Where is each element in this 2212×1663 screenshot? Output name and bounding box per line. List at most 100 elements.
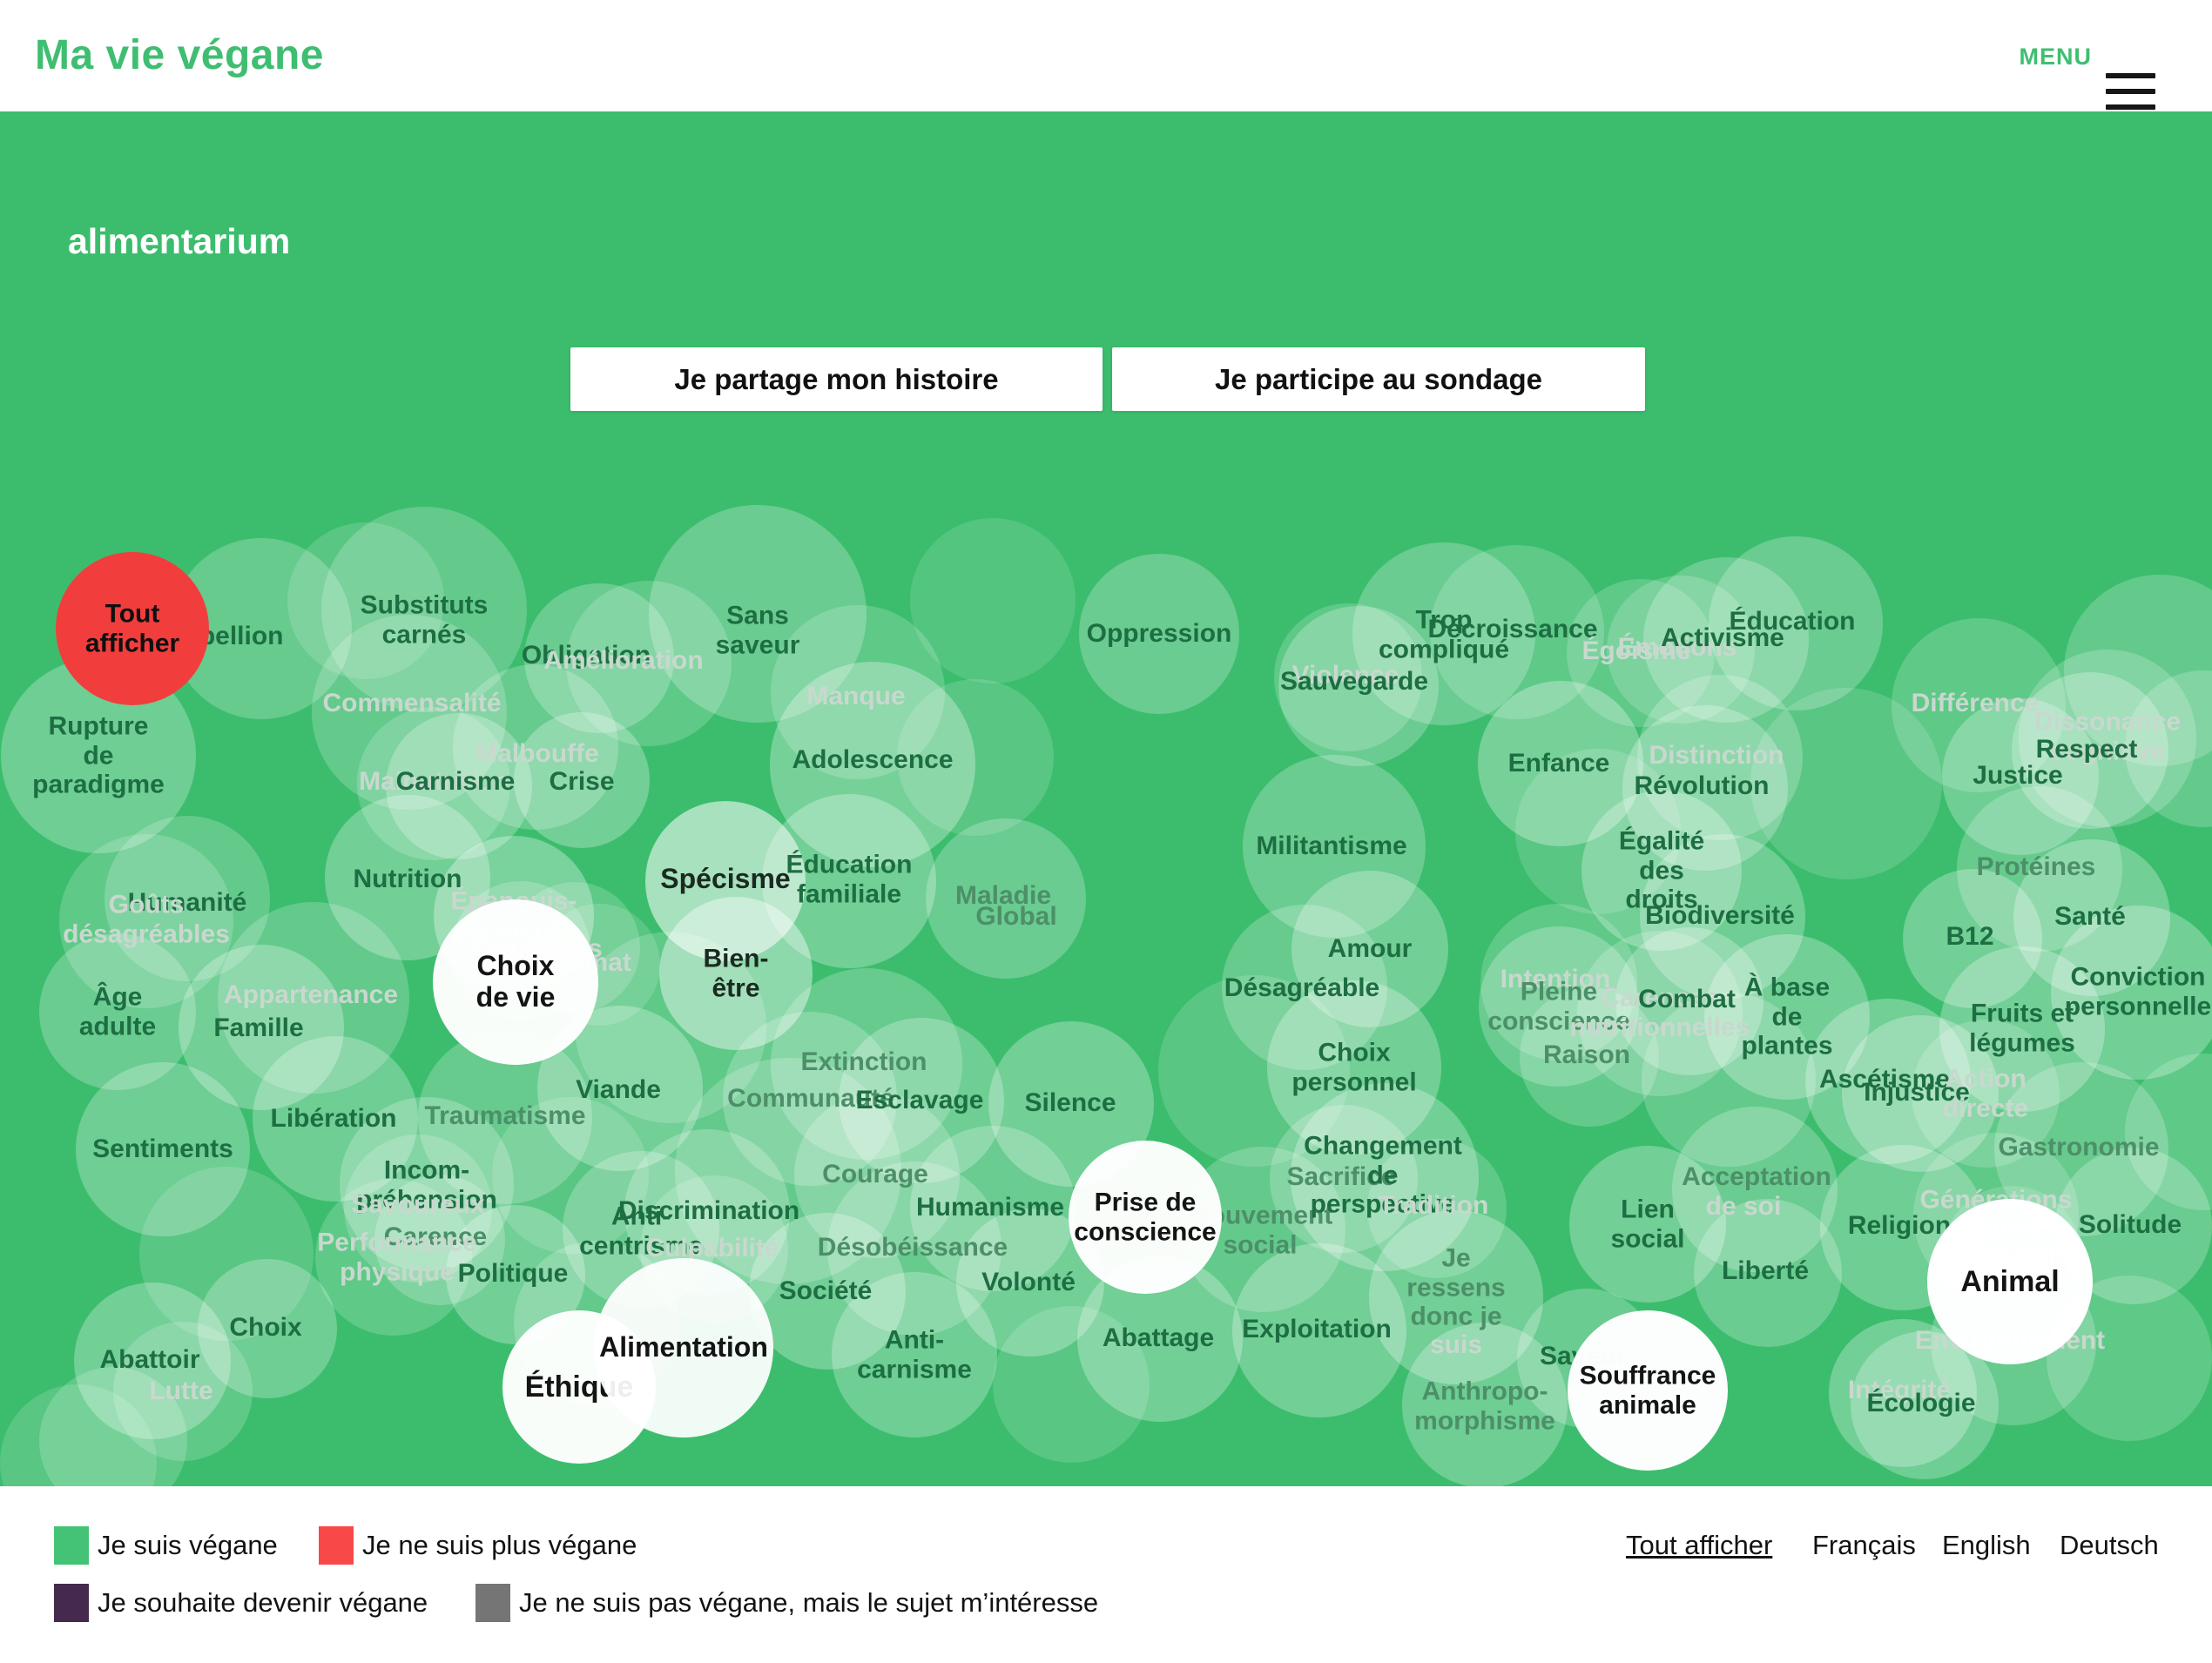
topic-bubble[interactable] xyxy=(1640,834,1805,1000)
lang-french-link[interactable]: Français xyxy=(1812,1530,1916,1560)
hamburger-menu-icon[interactable] xyxy=(2106,73,2155,110)
topic-bubble[interactable] xyxy=(723,1012,897,1186)
topic-bubble[interactable] xyxy=(1842,1015,1999,1172)
topic-bubble[interactable] xyxy=(832,1272,997,1437)
topic-bubble[interactable] xyxy=(514,712,650,848)
decor-bubble xyxy=(492,1097,649,1254)
topic-bubble[interactable] xyxy=(433,899,598,1065)
topic-bubble[interactable] xyxy=(1291,1083,1479,1271)
topic-bubble[interactable] xyxy=(749,1213,906,1370)
topic-bubble[interactable] xyxy=(910,1126,1076,1291)
topic-bubble[interactable] xyxy=(1480,904,1637,1060)
topic-bubble[interactable] xyxy=(1903,869,2042,1008)
topic-bubble[interactable] xyxy=(1222,905,1387,1070)
topic-bubble[interactable] xyxy=(1352,542,1535,725)
topic-bubble[interactable] xyxy=(1520,987,1659,1127)
topic-bubble[interactable] xyxy=(1232,1243,1406,1417)
topic-bubble[interactable] xyxy=(39,933,196,1090)
topic-bubble[interactable] xyxy=(344,1134,492,1283)
topic-bubble[interactable] xyxy=(315,1179,472,1336)
topic-bubble[interactable] xyxy=(1643,557,1809,723)
topic-bubble[interactable] xyxy=(1369,1210,1543,1384)
topic-bubble[interactable] xyxy=(771,605,945,779)
topic-bubble[interactable] xyxy=(1957,786,2122,952)
topic-bubble[interactable] xyxy=(1430,545,1604,719)
topic-bubble[interactable] xyxy=(659,897,813,1050)
topic-bubble[interactable] xyxy=(1079,554,1239,714)
topic-bubble[interactable] xyxy=(1478,681,1643,846)
topic-bubble[interactable] xyxy=(76,1062,250,1236)
lang-english-link[interactable]: English xyxy=(1942,1530,2031,1560)
topic-bubble[interactable] xyxy=(198,1259,337,1398)
topic-bubble[interactable] xyxy=(1479,926,1639,1087)
topic-bubble[interactable] xyxy=(1568,1310,1728,1471)
show-all-bubble[interactable] xyxy=(56,552,209,705)
topic-bubble[interactable] xyxy=(762,794,936,968)
topic-bubble[interactable] xyxy=(374,1175,505,1305)
menu-label[interactable]: MENU xyxy=(2019,44,2092,70)
topic-bubble[interactable] xyxy=(1704,934,1870,1100)
topic-bubble[interactable] xyxy=(1912,1020,2060,1168)
topic-bubble[interactable] xyxy=(1927,1199,2093,1364)
topic-bubble[interactable] xyxy=(839,1018,1004,1183)
topic-bubble[interactable] xyxy=(179,945,344,1110)
topic-bubble[interactable] xyxy=(113,1322,253,1461)
topic-bubble[interactable] xyxy=(827,1161,1001,1336)
topic-bubble[interactable] xyxy=(1577,931,1743,1096)
topic-bubble[interactable] xyxy=(1892,618,2066,792)
topic-bubble[interactable] xyxy=(1607,576,1755,724)
topic-bubble[interactable] xyxy=(1569,1146,1726,1303)
site-title[interactable]: Ma vie végane xyxy=(35,32,324,78)
topic-bubble[interactable] xyxy=(253,1036,418,1202)
topic-bubble[interactable] xyxy=(2013,839,2170,996)
topic-bubble[interactable] xyxy=(1637,675,1803,840)
topic-bubble[interactable] xyxy=(1367,1139,1507,1278)
topic-bubble[interactable] xyxy=(1942,698,2099,855)
topic-bubble[interactable] xyxy=(312,615,507,810)
topic-bubble[interactable] xyxy=(218,902,409,1094)
topic-bubble[interactable] xyxy=(453,664,618,830)
topic-bubble[interactable] xyxy=(1694,1199,1842,1347)
topic-bubble[interactable] xyxy=(1402,1323,1568,1486)
show-all-link[interactable]: Tout afficher xyxy=(1626,1530,1773,1560)
topic-bubble[interactable] xyxy=(1829,1319,1977,1467)
topic-bubble[interactable] xyxy=(1709,536,1883,710)
topic-bubble[interactable] xyxy=(645,801,806,961)
topic-bubble[interactable] xyxy=(649,505,867,723)
topic-bubble[interactable] xyxy=(1267,980,1441,1155)
topic-bubble[interactable] xyxy=(386,713,532,859)
lang-german-link[interactable]: Deutsch xyxy=(2060,1530,2159,1560)
topic-bubble[interactable] xyxy=(2019,650,2196,827)
topic-bubble[interactable] xyxy=(1069,1141,1222,1294)
topic-bubble[interactable] xyxy=(1291,871,1448,1027)
topic-bubble[interactable] xyxy=(771,968,962,1160)
topic-bubble[interactable] xyxy=(594,1258,773,1437)
topic-bubble[interactable] xyxy=(105,816,270,981)
topic-bubble[interactable] xyxy=(1805,999,1971,1164)
topic-bubble[interactable] xyxy=(340,1097,514,1271)
topic-bubble[interactable] xyxy=(59,834,233,1008)
topic-bubble[interactable] xyxy=(1243,755,1426,938)
topic-bubble[interactable] xyxy=(566,581,732,746)
topic-bubble[interactable] xyxy=(1939,946,2105,1112)
topic-bubble[interactable] xyxy=(2012,672,2168,829)
topic-bubble[interactable] xyxy=(1672,1107,1838,1272)
topic-bubble[interactable] xyxy=(1581,791,1742,951)
topic-bubble[interactable] xyxy=(794,1093,960,1258)
take-survey-button[interactable]: Je participe au sondage xyxy=(1112,347,1645,411)
topic-bubble[interactable] xyxy=(74,1283,231,1439)
topic-bubble[interactable] xyxy=(1567,579,1715,727)
topic-bubble[interactable] xyxy=(1622,705,1788,871)
topic-bubble[interactable] xyxy=(357,707,510,860)
topic-bubble[interactable] xyxy=(524,583,674,733)
share-story-button[interactable]: Je partage mon histoire xyxy=(570,347,1103,411)
topic-bubble[interactable] xyxy=(926,818,1086,979)
topic-bubble[interactable] xyxy=(2051,906,2212,1080)
topic-bubble[interactable] xyxy=(1615,927,1764,1075)
topic-bubble[interactable] xyxy=(321,507,527,712)
topic-bubble[interactable] xyxy=(1270,1105,1418,1253)
topic-bubble[interactable] xyxy=(1278,606,1439,766)
topic-bubble[interactable] xyxy=(1274,603,1422,751)
topic-bubble[interactable] xyxy=(770,662,975,867)
top-layer: Choix de vie Prise de conscience Souffranc… xyxy=(0,111,2212,1486)
